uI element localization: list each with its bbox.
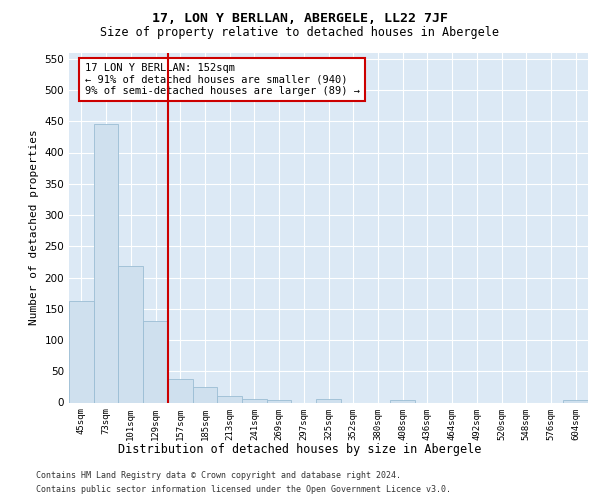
Bar	[69, 300, 94, 402]
Bar	[242, 400, 267, 402]
Bar	[390, 400, 415, 402]
Text: Distribution of detached houses by size in Abergele: Distribution of detached houses by size …	[118, 442, 482, 456]
Bar	[217, 396, 242, 402]
Text: 17, LON Y BERLLAN, ABERGELE, LL22 7JF: 17, LON Y BERLLAN, ABERGELE, LL22 7JF	[152, 12, 448, 26]
Bar	[193, 387, 217, 402]
Bar	[118, 266, 143, 402]
Bar	[563, 400, 588, 402]
Bar	[143, 322, 168, 402]
Y-axis label: Number of detached properties: Number of detached properties	[29, 130, 39, 326]
Text: 17 LON Y BERLLAN: 152sqm
← 91% of detached houses are smaller (940)
9% of semi-d: 17 LON Y BERLLAN: 152sqm ← 91% of detach…	[85, 63, 359, 96]
Bar	[94, 124, 118, 402]
Bar	[316, 400, 341, 402]
Text: Contains HM Land Registry data © Crown copyright and database right 2024.: Contains HM Land Registry data © Crown c…	[36, 471, 401, 480]
Bar	[168, 380, 193, 402]
Text: Contains public sector information licensed under the Open Government Licence v3: Contains public sector information licen…	[36, 485, 451, 494]
Text: Size of property relative to detached houses in Abergele: Size of property relative to detached ho…	[101, 26, 499, 39]
Bar	[267, 400, 292, 402]
